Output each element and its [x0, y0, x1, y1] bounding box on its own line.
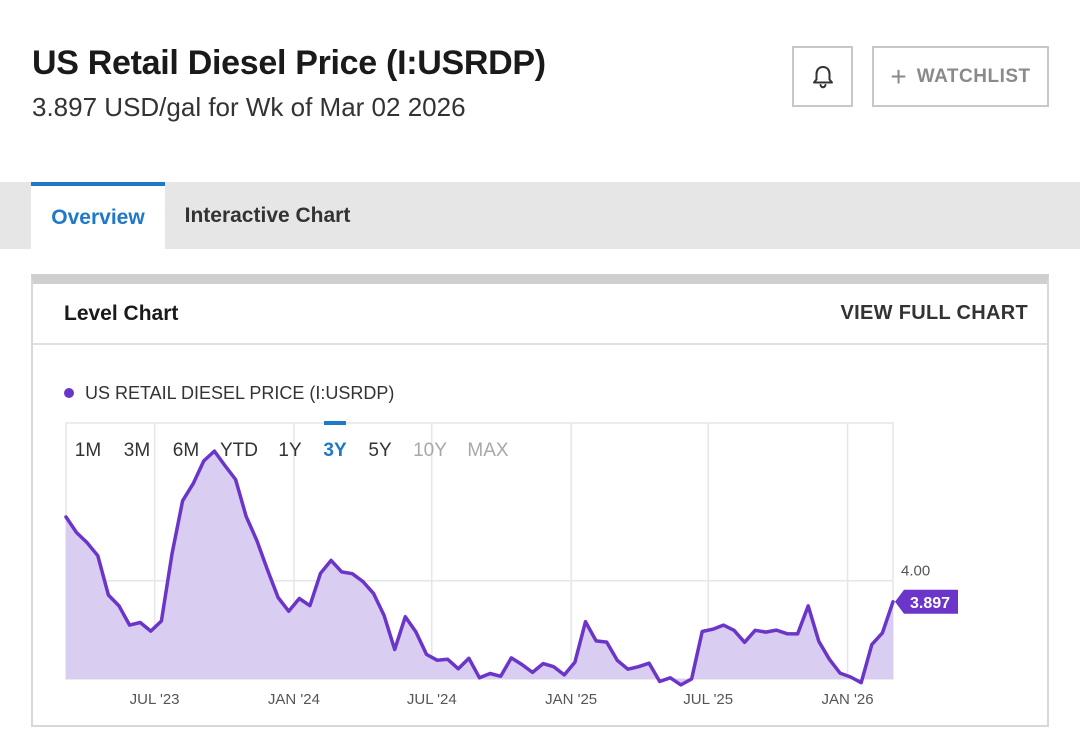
series-line [64, 449, 895, 687]
x-tick-label: JAN '25 [545, 691, 597, 708]
card-title: Level Chart [64, 302, 179, 325]
tab-interactive-chart[interactable]: Interactive Chart [184, 203, 351, 227]
x-tick-label: JAN '24 [268, 691, 320, 708]
y-tick-label: 4.00 [901, 563, 930, 580]
tab-bar: Overview Interactive Chart [0, 182, 1080, 249]
range-button-1y[interactable]: 1Y [278, 440, 302, 461]
last-value-flag [895, 589, 958, 614]
card-header: Level Chart VIEW FULL CHART [33, 284, 1047, 345]
range-button-3m[interactable]: 3M [124, 440, 150, 461]
range-button-ytd[interactable]: YTD [220, 440, 258, 461]
x-tick-label: JUL '23 [130, 691, 180, 708]
x-tick-label: JAN '26 [822, 691, 874, 708]
range-button-10y: 10Y [413, 440, 447, 461]
legend-marker [64, 388, 74, 398]
range-button-6m[interactable]: 6M [173, 440, 199, 461]
x-tick-label: JUL '25 [683, 691, 733, 708]
page-header: US Retail Diesel Price (I:USRDP) 3.897 U… [0, 0, 1080, 182]
price-alert-button[interactable] [792, 46, 853, 107]
legend-label: US RETAIL DIESEL PRICE (I:USRDP) [85, 383, 394, 403]
price-subtitle: 3.897 USD/gal for Wk of Mar 02 2026 [32, 92, 466, 122]
plus-icon: + [890, 60, 907, 92]
series-area [66, 451, 893, 685]
tab-overview[interactable]: Overview [31, 182, 165, 249]
range-button-3y[interactable]: 3Y [323, 440, 347, 461]
range-button-5y[interactable]: 5Y [368, 440, 392, 461]
range-button-max: MAX [467, 440, 509, 461]
watchlist-label: WATCHLIST [916, 65, 1031, 87]
range-selected-indicator [324, 421, 346, 425]
range-button-1m[interactable]: 1M [75, 440, 101, 461]
last-value-label: 3.897 [910, 595, 950, 612]
add-to-watchlist-button[interactable]: + WATCHLIST [872, 46, 1049, 107]
view-full-chart-link[interactable]: VIEW FULL CHART [840, 302, 1028, 324]
x-tick-label: JUL '24 [407, 691, 457, 708]
page-title: US Retail Diesel Price (I:USRDP) [32, 44, 546, 82]
bell-icon [812, 65, 833, 88]
